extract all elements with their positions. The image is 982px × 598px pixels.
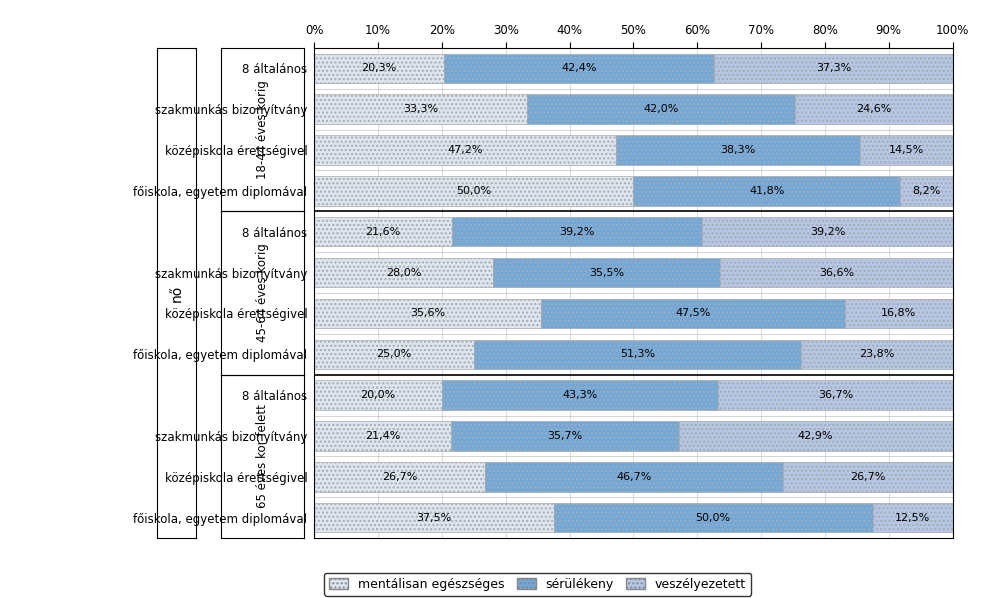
Bar [473, 340, 801, 369]
Text: 45-64 éves korig: 45-64 éves korig [256, 243, 269, 343]
Bar [718, 380, 953, 410]
Text: 37,5%: 37,5% [416, 512, 452, 523]
Bar [314, 380, 442, 410]
Bar [314, 258, 493, 287]
Text: 65 éves kor felett: 65 éves kor felett [256, 404, 269, 508]
Bar [845, 299, 952, 328]
Bar [715, 54, 953, 83]
Text: 28,0%: 28,0% [386, 267, 421, 277]
Text: 50,0%: 50,0% [695, 512, 731, 523]
Bar [314, 54, 444, 83]
Bar [444, 54, 715, 83]
Text: 8,2%: 8,2% [912, 186, 941, 196]
Text: 18-44 éves korig: 18-44 éves korig [256, 80, 269, 179]
Bar [485, 462, 783, 492]
Legend: mentálisan egészséges, sérülékeny, veszélyezetett: mentálisan egészséges, sérülékeny, veszé… [324, 573, 751, 596]
Text: 43,3%: 43,3% [563, 390, 598, 400]
Text: 20,0%: 20,0% [360, 390, 396, 400]
Bar [314, 299, 541, 328]
Text: 47,5%: 47,5% [676, 309, 711, 319]
Text: 25,0%: 25,0% [376, 349, 411, 359]
Bar [554, 503, 873, 532]
Text: 42,0%: 42,0% [643, 104, 679, 114]
Text: 21,6%: 21,6% [365, 227, 401, 237]
Bar [314, 176, 633, 206]
Text: 23,8%: 23,8% [859, 349, 895, 359]
Text: 50,0%: 50,0% [457, 186, 491, 196]
Text: 51,3%: 51,3% [620, 349, 655, 359]
Bar [314, 503, 554, 532]
Bar [314, 94, 526, 124]
Text: 21,4%: 21,4% [365, 431, 401, 441]
Text: 33,3%: 33,3% [403, 104, 438, 114]
Bar [314, 340, 473, 369]
Text: 35,6%: 35,6% [410, 309, 446, 319]
Bar [493, 258, 720, 287]
Text: 46,7%: 46,7% [616, 472, 651, 482]
Text: 14,5%: 14,5% [889, 145, 924, 155]
Bar [314, 217, 452, 246]
Bar [541, 299, 845, 328]
Text: 39,2%: 39,2% [810, 227, 846, 237]
Text: 24,6%: 24,6% [855, 104, 891, 114]
Text: nő: nő [170, 285, 184, 301]
Text: 26,7%: 26,7% [382, 472, 417, 482]
Bar [720, 258, 954, 287]
Text: 36,6%: 36,6% [819, 267, 854, 277]
Text: 20,3%: 20,3% [361, 63, 397, 74]
Text: 41,8%: 41,8% [749, 186, 785, 196]
Text: 16,8%: 16,8% [881, 309, 916, 319]
Bar [442, 380, 718, 410]
Bar [702, 217, 953, 246]
Text: 12,5%: 12,5% [895, 512, 930, 523]
Text: 39,2%: 39,2% [560, 227, 595, 237]
Bar [794, 94, 952, 124]
Text: 42,9%: 42,9% [797, 431, 834, 441]
Bar [860, 135, 953, 164]
Text: 35,5%: 35,5% [588, 267, 624, 277]
Bar [616, 135, 860, 164]
Text: 36,7%: 36,7% [818, 390, 853, 400]
Bar [314, 462, 485, 492]
Bar [526, 94, 794, 124]
Text: 47,2%: 47,2% [447, 145, 482, 155]
Bar [452, 217, 702, 246]
Bar [679, 422, 953, 451]
Bar [314, 135, 616, 164]
Text: 37,3%: 37,3% [816, 63, 851, 74]
Text: 35,7%: 35,7% [547, 431, 582, 441]
Bar [801, 340, 954, 369]
Text: 42,4%: 42,4% [562, 63, 597, 74]
Bar [451, 422, 679, 451]
Bar [783, 462, 954, 492]
Text: 38,3%: 38,3% [720, 145, 755, 155]
Bar [314, 422, 451, 451]
Bar [633, 176, 900, 206]
Text: 26,7%: 26,7% [850, 472, 886, 482]
Bar [900, 176, 953, 206]
Bar [873, 503, 953, 532]
